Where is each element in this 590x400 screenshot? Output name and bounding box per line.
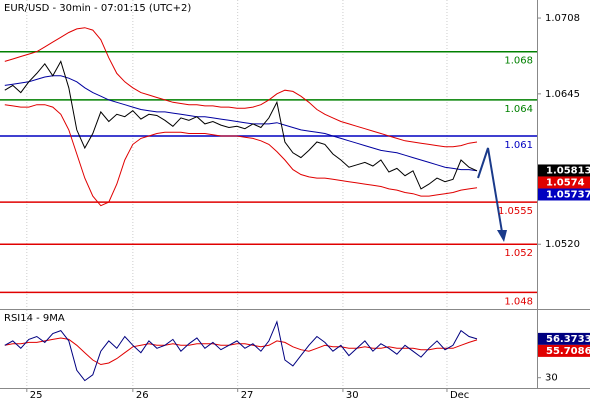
x-tick-label: 26 [136, 390, 149, 400]
price-tag [538, 344, 590, 357]
price-tag-label: 1.0574 [546, 177, 585, 188]
arrow-head [497, 230, 507, 242]
price-tag-label: 55.7086 [546, 346, 590, 357]
series-line [4, 75, 478, 172]
y-tick-label: 30 [545, 373, 558, 384]
price-tag [538, 164, 590, 177]
level-label: 1.061 [504, 140, 533, 151]
y-tick-label: 1.0708 [545, 13, 580, 24]
series-line [4, 337, 478, 366]
level-label: 1.052 [504, 248, 533, 259]
series-line [4, 60, 478, 190]
price-tag-label: 56.3733 [546, 334, 590, 345]
series-line [4, 27, 478, 148]
level-label: 1.0555 [498, 206, 533, 217]
price-tag [538, 332, 590, 345]
rsi-title: RSI14 - 9MA [4, 313, 65, 324]
series-line [4, 104, 478, 207]
chart-title: EUR/USD - 30min - 07:01:15 (UTC+2) [4, 3, 191, 14]
y-tick-label: 1.0520 [545, 239, 580, 250]
series-line [4, 320, 478, 382]
y-tick-label: 1.0645 [545, 89, 580, 100]
price-tag-label: 1.05737 [546, 189, 590, 200]
x-tick-label: 30 [346, 390, 359, 400]
forecast-arrow [477, 147, 507, 242]
price-tag [538, 176, 590, 189]
x-tick-label: 27 [241, 390, 254, 400]
x-tick-label: Dec [450, 390, 469, 400]
price-tag [538, 188, 590, 201]
price-tag-label: 1.05813 [546, 165, 590, 176]
level-label: 1.064 [504, 104, 533, 115]
level-label: 1.068 [504, 56, 533, 67]
level-label: 1.048 [504, 296, 533, 307]
arrow-path [477, 147, 503, 233]
x-tick-label: 25 [30, 390, 43, 400]
